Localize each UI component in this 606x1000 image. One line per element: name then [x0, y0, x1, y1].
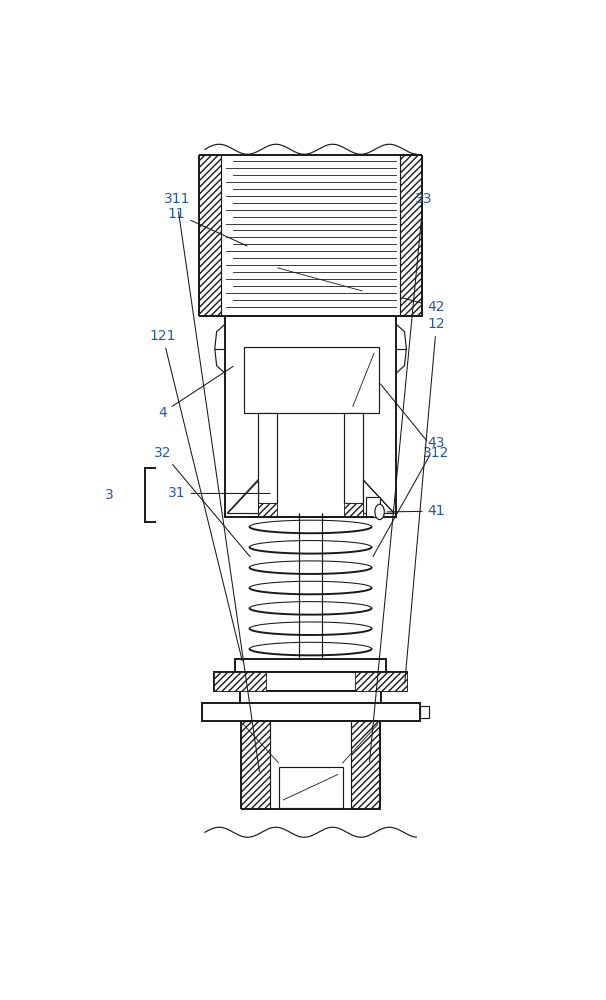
Bar	[366, 497, 380, 517]
Text: 3: 3	[105, 488, 114, 502]
Text: 42: 42	[402, 298, 445, 314]
Bar	[244, 347, 379, 413]
Circle shape	[375, 504, 384, 520]
Bar	[400, 155, 422, 316]
Text: 32: 32	[154, 446, 250, 557]
Polygon shape	[363, 480, 394, 513]
Bar	[235, 659, 385, 672]
Bar	[240, 691, 381, 703]
Bar	[241, 721, 270, 809]
Bar	[344, 413, 363, 503]
Bar	[351, 721, 380, 809]
Text: 12: 12	[405, 317, 445, 683]
Text: 41: 41	[387, 504, 445, 518]
Bar	[355, 672, 407, 691]
Text: 33: 33	[370, 192, 432, 762]
Bar	[225, 316, 396, 517]
Bar	[258, 413, 277, 503]
Bar	[258, 503, 277, 517]
Text: 43: 43	[373, 436, 445, 556]
Text: 312: 312	[381, 384, 450, 460]
Bar	[344, 503, 363, 517]
Text: 31: 31	[168, 486, 270, 500]
Polygon shape	[227, 480, 258, 513]
Bar	[215, 672, 407, 691]
Bar	[215, 672, 266, 691]
Bar	[419, 706, 429, 718]
Bar	[279, 767, 342, 808]
Text: 311: 311	[164, 192, 259, 772]
Bar	[199, 155, 221, 316]
Bar	[202, 703, 419, 721]
Text: 121: 121	[150, 329, 242, 661]
Text: 11: 11	[168, 207, 247, 246]
Text: 4: 4	[158, 366, 233, 420]
